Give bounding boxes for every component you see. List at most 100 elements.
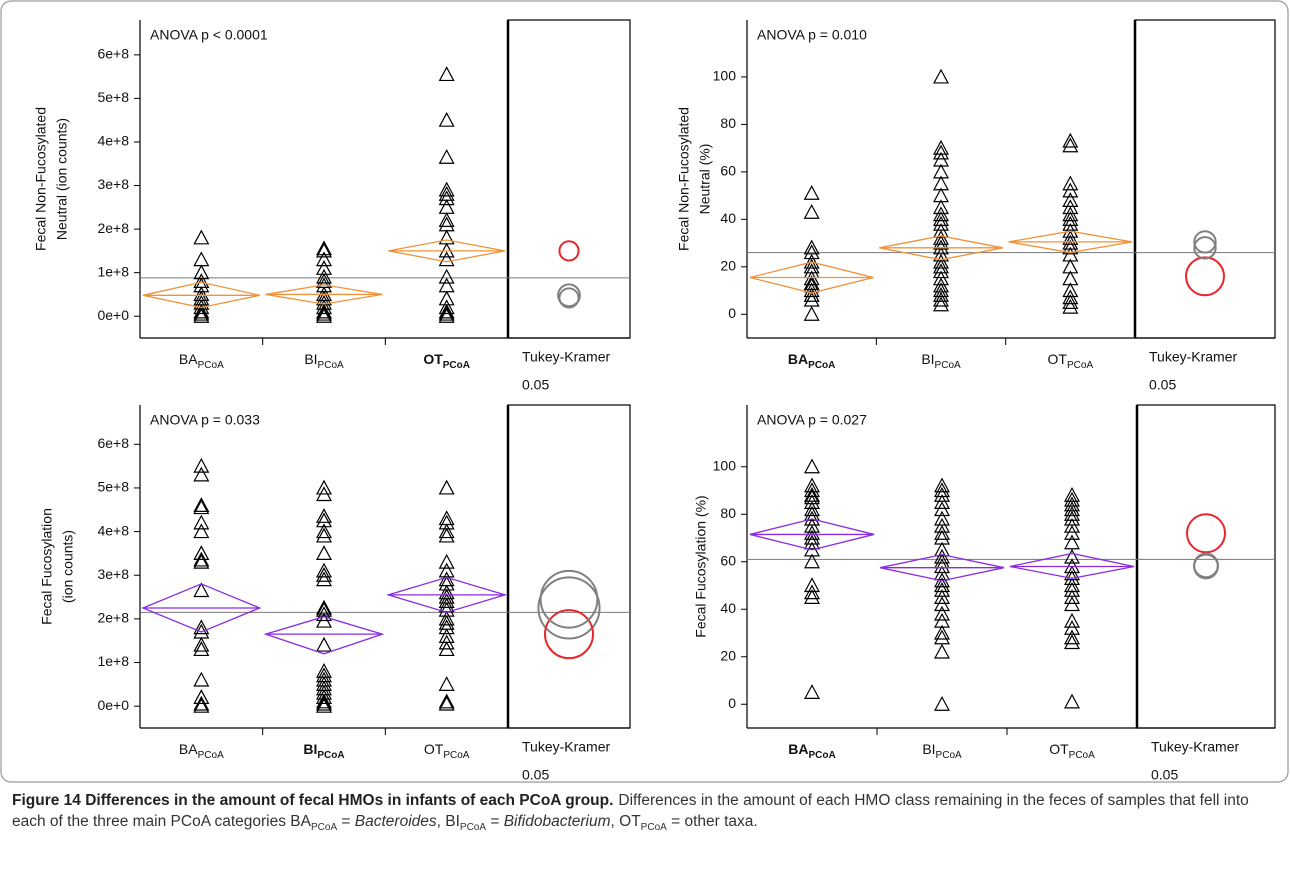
data-point bbox=[438, 597, 455, 613]
data-point bbox=[933, 589, 951, 604]
data-point bbox=[933, 629, 951, 645]
data-point bbox=[315, 486, 333, 502]
comparison-circle bbox=[537, 576, 601, 640]
data-point bbox=[193, 290, 210, 306]
data-point bbox=[193, 499, 210, 515]
data-point bbox=[193, 514, 210, 530]
annotation: ANOVA p = 0.027 bbox=[757, 412, 867, 428]
data-point bbox=[438, 514, 455, 530]
data-point bbox=[193, 273, 210, 288]
data-point bbox=[1062, 294, 1079, 310]
category-subscript: PCoA bbox=[935, 360, 961, 371]
data-point bbox=[193, 229, 210, 245]
data-point bbox=[1063, 534, 1081, 550]
x-tick-label: BAPCoA bbox=[788, 351, 835, 371]
data-point bbox=[932, 282, 950, 298]
y-axis-label: Fecal Fucosylation (%) bbox=[693, 495, 709, 637]
data-point bbox=[438, 527, 455, 543]
data-point bbox=[438, 66, 455, 82]
data-point bbox=[315, 693, 333, 709]
y-tick-label: 20 bbox=[720, 258, 736, 274]
data-point bbox=[1062, 175, 1079, 191]
data-point bbox=[315, 479, 333, 495]
data-point bbox=[438, 553, 455, 569]
caption-segment: Differences in the amount of each HMO cl… bbox=[12, 792, 1249, 830]
data-point bbox=[438, 277, 455, 293]
data-point bbox=[438, 303, 455, 319]
comparison-label: Tukey-Kramer bbox=[1151, 739, 1240, 755]
data-point bbox=[1063, 629, 1081, 645]
category-subscript: PCoA bbox=[198, 360, 224, 371]
data-point bbox=[803, 282, 820, 298]
data-point bbox=[1062, 298, 1079, 314]
data-point bbox=[438, 588, 455, 604]
data-point bbox=[438, 695, 455, 711]
category-name: BI bbox=[303, 741, 317, 757]
data-point bbox=[193, 619, 210, 635]
data-point bbox=[438, 614, 455, 630]
data-point bbox=[315, 676, 333, 691]
data-point bbox=[1063, 501, 1081, 517]
data-point bbox=[933, 695, 951, 711]
x-tick-label: OTPCoA bbox=[423, 351, 470, 371]
data-point bbox=[438, 216, 455, 232]
category-name: OT bbox=[1049, 741, 1069, 757]
comparison-box bbox=[507, 404, 631, 729]
data-point bbox=[1063, 486, 1081, 502]
data-point bbox=[193, 582, 210, 598]
data-point bbox=[438, 251, 455, 267]
y-tick-label: 4e+8 bbox=[97, 133, 129, 149]
category-subscript: PCoA bbox=[318, 360, 344, 371]
caption-segment: = other taxa. bbox=[666, 813, 758, 830]
data-point bbox=[438, 584, 455, 600]
data-point bbox=[438, 601, 455, 617]
y-axis-label: Fecal Non-Fucosylated bbox=[676, 107, 692, 251]
y-tick-label: 20 bbox=[720, 647, 736, 663]
category-name: BA bbox=[788, 351, 808, 367]
data-point bbox=[932, 230, 950, 245]
comparison-circle bbox=[558, 287, 580, 309]
data-point bbox=[803, 501, 821, 517]
caption-segment: Bacteroides bbox=[354, 813, 437, 830]
data-point bbox=[315, 527, 333, 543]
category-subscript: PCoA bbox=[809, 750, 836, 761]
y-tick-label: 6e+8 bbox=[97, 435, 129, 451]
category-name: BA bbox=[788, 741, 808, 757]
data-point bbox=[193, 553, 210, 569]
data-point bbox=[438, 229, 455, 245]
data-point bbox=[1063, 524, 1081, 540]
comparison-label: Tukey-Kramer bbox=[522, 349, 611, 365]
data-point bbox=[1062, 239, 1079, 255]
data-point bbox=[1062, 230, 1079, 245]
category-name: OT bbox=[1048, 351, 1068, 367]
category-name: OT bbox=[424, 741, 444, 757]
data-point bbox=[193, 303, 210, 319]
data-point bbox=[315, 268, 333, 284]
x-tick-label: BAPCoA bbox=[179, 351, 224, 371]
data-point bbox=[193, 286, 210, 302]
data-point bbox=[438, 268, 455, 284]
data-point bbox=[438, 634, 455, 650]
data-point bbox=[438, 693, 455, 709]
data-point bbox=[1063, 596, 1081, 612]
data-point bbox=[1063, 634, 1081, 650]
data-point bbox=[1062, 182, 1079, 198]
y-tick-label: 6e+8 bbox=[97, 46, 129, 62]
data-point bbox=[315, 566, 333, 582]
comparison-circle bbox=[1193, 552, 1219, 579]
data-point bbox=[1063, 491, 1081, 507]
data-point bbox=[315, 240, 333, 256]
data-point bbox=[315, 242, 333, 258]
x-tick-label: BAPCoA bbox=[179, 741, 224, 761]
alpha-label: 0.05 bbox=[1151, 767, 1178, 783]
data-point bbox=[315, 303, 333, 319]
data-point bbox=[438, 676, 455, 691]
data-point bbox=[438, 299, 455, 315]
data-point bbox=[438, 523, 455, 539]
data-point bbox=[315, 299, 333, 315]
data-point bbox=[193, 551, 210, 567]
data-point bbox=[438, 290, 455, 306]
category-subscript: PCoA bbox=[1069, 750, 1095, 761]
category-name: BI bbox=[922, 741, 935, 757]
